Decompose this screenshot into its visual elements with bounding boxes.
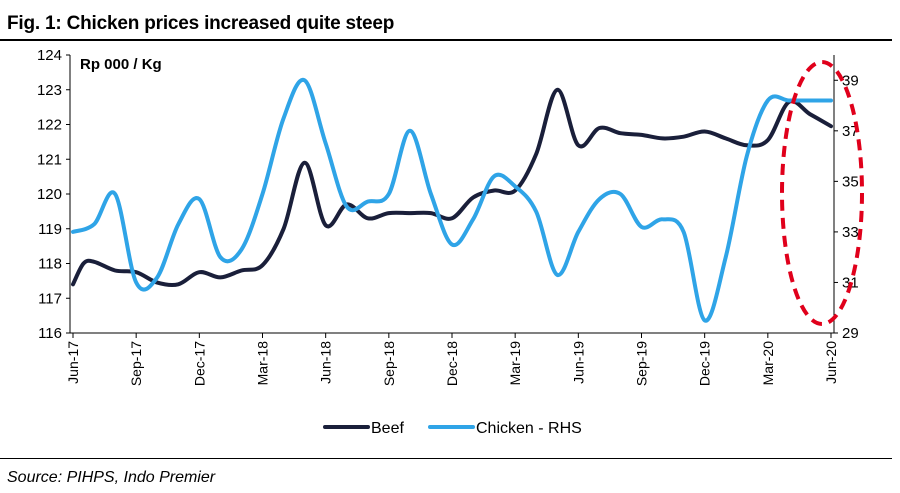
x-tick-label: Dec-19 <box>697 341 713 386</box>
x-tick-label: Jun-20 <box>823 341 839 384</box>
legend-chicken-label: Chicken - RHS <box>476 420 582 437</box>
x-tick-label: Mar-20 <box>760 341 776 386</box>
legend: Beef Chicken - RHS <box>323 420 582 437</box>
x-tick-label: Sep-17 <box>128 341 144 386</box>
right-tick-label: 39 <box>842 72 859 89</box>
left-tick-label: 116 <box>38 325 62 342</box>
unit-label: Rp 000 / Kg <box>80 56 162 73</box>
legend-beef-label: Beef <box>371 420 404 437</box>
x-tick-label: Jun-19 <box>570 341 586 384</box>
title-rule <box>0 39 892 41</box>
chart-annotation <box>780 60 864 326</box>
left-tick-label: 121 <box>37 151 62 168</box>
x-tick-label: Mar-18 <box>255 341 271 386</box>
highlight-ellipse <box>780 60 864 326</box>
x-tick-label: Dec-18 <box>444 341 460 386</box>
x-tick-label: Dec-17 <box>191 341 207 386</box>
left-tick-label: 123 <box>37 82 62 99</box>
source-rule <box>0 458 892 459</box>
right-tick-label: 29 <box>842 325 859 342</box>
right-tick-label: 37 <box>842 123 859 140</box>
left-tick-label: 118 <box>38 256 62 273</box>
left-tick-label: 122 <box>37 117 62 134</box>
x-tick-label: Sep-19 <box>634 341 650 386</box>
chart-axes <box>66 54 838 338</box>
left-tick-label: 119 <box>38 221 62 238</box>
chicken-line <box>71 77 833 323</box>
beef-line <box>71 87 833 288</box>
left-tick-label: 124 <box>37 47 62 64</box>
figure-title: Fig. 1: Chicken prices increased quite s… <box>7 13 395 34</box>
left-tick-label: 117 <box>38 290 62 307</box>
x-tick-label: Jun-17 <box>65 341 81 384</box>
chart-series <box>71 77 833 323</box>
right-tick-label: 33 <box>842 224 859 241</box>
chart-tick-labels: 124123122121120119118117116393735333129J… <box>37 47 859 386</box>
x-tick-label: Mar-19 <box>507 341 523 386</box>
right-tick-label: 35 <box>842 173 859 190</box>
x-tick-label: Sep-18 <box>381 341 397 386</box>
left-tick-label: 120 <box>37 186 62 203</box>
x-tick-label: Jun-18 <box>318 341 334 384</box>
source-note: Source: PIHPS, Indo Premier <box>7 469 216 486</box>
